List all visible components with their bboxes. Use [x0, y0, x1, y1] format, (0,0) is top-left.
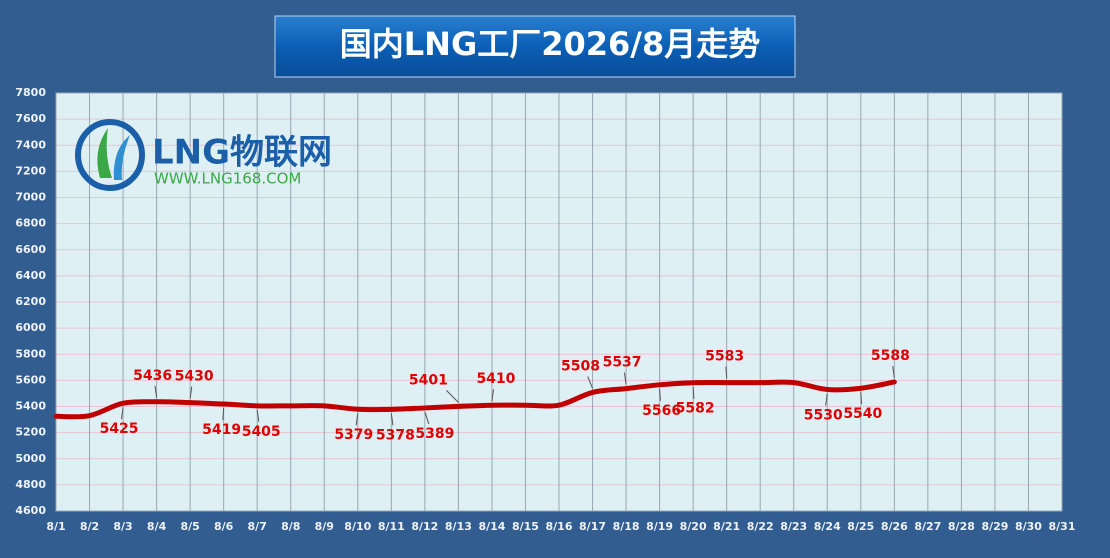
leader-line: [692, 386, 695, 399]
x-tick-label: 8/4: [147, 520, 167, 533]
x-tick-label: 8/19: [646, 520, 673, 533]
y-tick-label: 6600: [15, 243, 46, 256]
y-tick-label: 7800: [15, 86, 46, 99]
x-tick-label: 8/16: [546, 520, 573, 533]
leader-line: [446, 390, 459, 403]
line: [53, 379, 897, 420]
y-tick-label: 6000: [15, 321, 46, 334]
chart-title: 国内LNG工厂2026/8月走势: [340, 25, 760, 63]
x-tick-label: 8/26: [881, 520, 908, 533]
leader-line: [154, 385, 158, 398]
leader-line: [659, 388, 661, 401]
leader-line: [587, 376, 593, 389]
x-tick-label: 8/11: [378, 520, 405, 533]
leader-line: [355, 413, 359, 426]
logo-leaf: [113, 135, 130, 180]
x-tick-label: 8/1: [46, 520, 65, 533]
y-tick-label: 7400: [15, 138, 46, 151]
x-tick-label: 8/22: [747, 520, 774, 533]
x-tick-label: 8/24: [814, 520, 841, 533]
logo: LNG物联网 WWW.LNG168.COM: [75, 119, 332, 191]
leader-line: [825, 393, 828, 406]
data-label: 5430: [175, 369, 214, 385]
y-tick-label: 4800: [15, 478, 46, 491]
x-tick-label: 8/12: [411, 520, 438, 533]
data-label: 5508: [561, 358, 600, 374]
y-tick-label: 6800: [15, 217, 46, 230]
y-tick-label: 5400: [15, 400, 46, 413]
x-tick-label: 8/29: [981, 520, 1008, 533]
leader-line: [120, 407, 124, 420]
logo-ring: [75, 119, 145, 191]
x-tick-label: 8/8: [281, 520, 300, 533]
leader-line: [725, 366, 728, 379]
leader-line: [222, 407, 225, 421]
data-label: 5389: [415, 426, 454, 442]
x-tick-label: 8/13: [445, 520, 472, 533]
leader-line: [189, 386, 193, 399]
y-tick-label: 6200: [15, 295, 46, 308]
data-label: 5530: [804, 408, 843, 424]
data-label: 5378: [376, 427, 415, 443]
y-tick-label: 5600: [15, 373, 46, 386]
x-tick-label: 8/10: [344, 520, 371, 533]
leader-line: [860, 392, 863, 405]
x-tick-label: 8/15: [512, 520, 539, 533]
data-label: 5583: [705, 349, 744, 365]
data-label: 5425: [100, 421, 139, 437]
logo-name: LNG物联网: [152, 133, 332, 173]
data-label: 5540: [843, 406, 882, 422]
data-label: 5436: [133, 368, 172, 384]
plot-border: [55, 92, 1063, 512]
x-tick-label: 8/9: [315, 520, 334, 533]
y-tick-label: 7200: [15, 164, 46, 177]
leader-line: [424, 411, 430, 425]
x-tick-label: 8/2: [80, 520, 99, 533]
x-tick-label: 8/3: [113, 520, 132, 533]
x-tick-label: 8/20: [680, 520, 707, 533]
x-tick-label: 8/6: [214, 520, 234, 533]
data-label: 5537: [603, 355, 642, 371]
y-tick-label: 4600: [15, 504, 46, 517]
leader-line: [390, 413, 394, 426]
y-tick-label: 5200: [15, 426, 46, 439]
y-tick-label: 7000: [15, 191, 46, 204]
x-tick-label: 8/23: [780, 520, 807, 533]
title-box: [274, 15, 796, 78]
x-tick-label: 8/7: [248, 520, 267, 533]
x-tick-label: 8/21: [713, 520, 740, 533]
x-tick-label: 8/18: [613, 520, 640, 533]
data-label: 5588: [871, 348, 910, 364]
y-tick-label: 6400: [15, 269, 46, 282]
y-tick-label: 5800: [15, 347, 46, 360]
data-label: 5419: [202, 422, 241, 438]
x-tick-label: 8/14: [478, 520, 505, 533]
data-label: 5401: [409, 372, 448, 388]
leader-line: [256, 409, 260, 422]
x-tick-label: 8/31: [1049, 520, 1076, 533]
data-label: 5410: [476, 371, 515, 387]
y-tick-label: 7600: [15, 112, 46, 125]
leader-line: [491, 389, 495, 402]
x-tick-label: 8/28: [948, 520, 975, 533]
x-tick-label: 8/17: [579, 520, 606, 533]
x-tick-label: 8/25: [847, 520, 874, 533]
data-label: 5405: [242, 424, 281, 440]
logo-url: WWW.LNG168.COM: [154, 170, 301, 188]
x-tick-label: 8/27: [914, 520, 941, 533]
x-tick-label: 8/5: [180, 520, 199, 533]
logo-leaf: [97, 128, 112, 178]
y-tick-label: 5000: [15, 452, 46, 465]
data-label: 5566: [642, 403, 681, 419]
data-label: 5582: [676, 401, 715, 417]
x-tick-label: 8/30: [1015, 520, 1042, 533]
leader-line: [623, 372, 627, 385]
data-label: 5379: [334, 427, 373, 443]
leader-line: [892, 365, 895, 379]
